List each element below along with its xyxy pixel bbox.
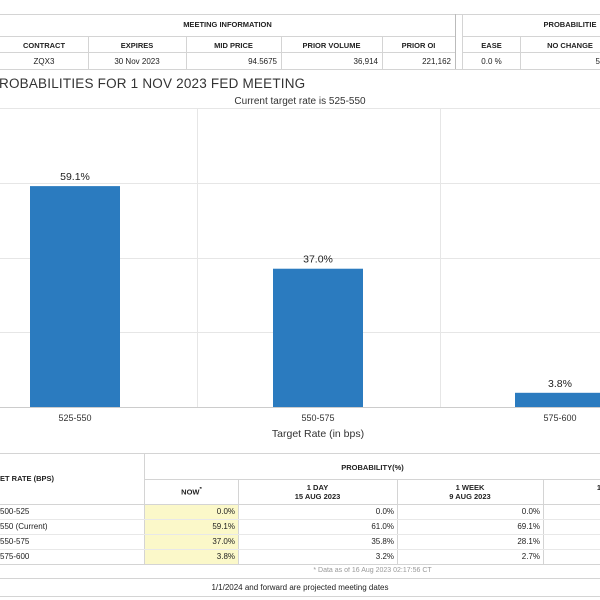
row-rate: 550 (Current) [0,522,48,531]
chart-title: Current target rate is 525-550 [234,96,366,107]
row-1-day: 3.2% [375,552,394,561]
col-header-contract: CONTRACT [22,41,66,50]
row-rule [0,69,600,70]
col-header-expires: EXPIRES [120,41,154,50]
top-border [0,14,600,15]
probabilities-panel-title: PROBABILITIE [543,20,597,29]
data-timestamp-footnote: * Data as of 16 Aug 2023 02:17:56 CT [313,567,432,574]
row-divider [0,534,600,535]
row-now: 37.0% [212,537,235,546]
row-1-week: 0.0% [521,507,540,516]
col-header-prior-volume: PRIOR VOLUME [302,41,361,50]
panel-divider [455,14,456,70]
row-rule [0,52,455,53]
col-divider [281,37,282,70]
row-rate: 500-525 [0,507,30,516]
expires-value: 30 Nov 2023 [114,57,160,66]
col-header-1-day: 1 DAY [306,483,329,492]
col-header-1-week: 1 WEEK [455,483,485,492]
meeting-info-title: MEETING INFORMATION [183,20,272,29]
bottom-border [0,596,600,597]
panel-divider-2 [462,14,463,70]
bar-value-label: 3.8% [548,378,572,390]
col-header-1-day-date: 15 AUG 2023 [294,492,341,501]
col-header-partial: 1 [596,483,600,492]
col-header-now: NOW* [145,487,238,497]
row-divider [0,549,600,550]
bar-value-label: 59.1% [60,171,90,183]
col-header-mid-price: MID PRICE [214,41,253,50]
mid-price-value: 94.5675 [248,57,277,66]
prior-volume-value: 36,914 [353,57,378,66]
table-top-border [0,453,600,454]
table-col-divider [144,453,145,565]
panel-col-divider [520,37,521,70]
target-rate-header: ET RATE (BPS) [0,474,55,483]
x-tick-label: 550-575 [301,413,334,423]
ease-value: 0.0 % [481,57,502,66]
probability-group-header: PROBABILITY(%) [341,463,404,472]
table-col-divider [397,479,398,565]
now-column-highlight [145,505,238,565]
row-1-week: 2.7% [521,552,540,561]
panel-rule [463,36,600,37]
projected-dates-note: 1/1/2024 and forward are projected meeti… [211,583,389,592]
row-now: 0.0% [216,507,235,516]
x-axis-label: Target Rate (in bps) [272,428,364,440]
row-divider [0,578,600,579]
bar-550-575 [273,268,363,407]
row-1-day: 61.0% [371,522,394,531]
section-title: ROBABILITIES FOR 1 NOV 2023 FED MEETING [0,76,306,91]
col-header-ease: EASE [481,41,502,50]
x-tick-label: 525-550 [58,413,91,423]
row-now: 3.8% [216,552,235,561]
table-rule [145,479,600,480]
probability-chart: 59.1% 525-550 37.0% 550-575 3.8% 575-600 Targe… [0,108,600,440]
now-label: NOW [181,487,200,497]
col-header-1-week-date: 9 AUG 2023 [449,492,491,501]
row-now: 59.1% [212,522,235,531]
row-1-day: 35.8% [371,537,394,546]
table-col-divider [238,479,239,565]
table-col-divider [543,479,544,565]
col-header-no-change: NO CHANGE [547,41,593,50]
col-divider [88,37,89,70]
col-divider [186,37,187,70]
row-1-week: 69.1% [517,522,540,531]
row-divider [0,519,600,520]
table-rule [0,504,600,505]
row-divider [0,564,600,565]
no-change-value: 5 [595,57,600,66]
prior-oi-value: 221,162 [422,57,451,66]
now-marker: * [199,487,202,493]
bar-value-label: 37.0% [303,254,333,266]
meeting-info-rule [0,36,455,37]
x-tick-label: 575-600 [543,413,576,423]
panel-rule [463,52,600,53]
bar-525-550 [30,186,120,407]
col-divider [382,37,383,70]
bar-575-600 [515,392,600,407]
row-1-week: 28.1% [517,537,540,546]
contract-value: ZQX3 [33,57,55,66]
row-rate: 550-575 [0,537,30,546]
col-header-prior-oi: PRIOR OI [401,41,436,50]
row-1-day: 0.0% [375,507,394,516]
row-rate: 575-600 [0,552,30,561]
